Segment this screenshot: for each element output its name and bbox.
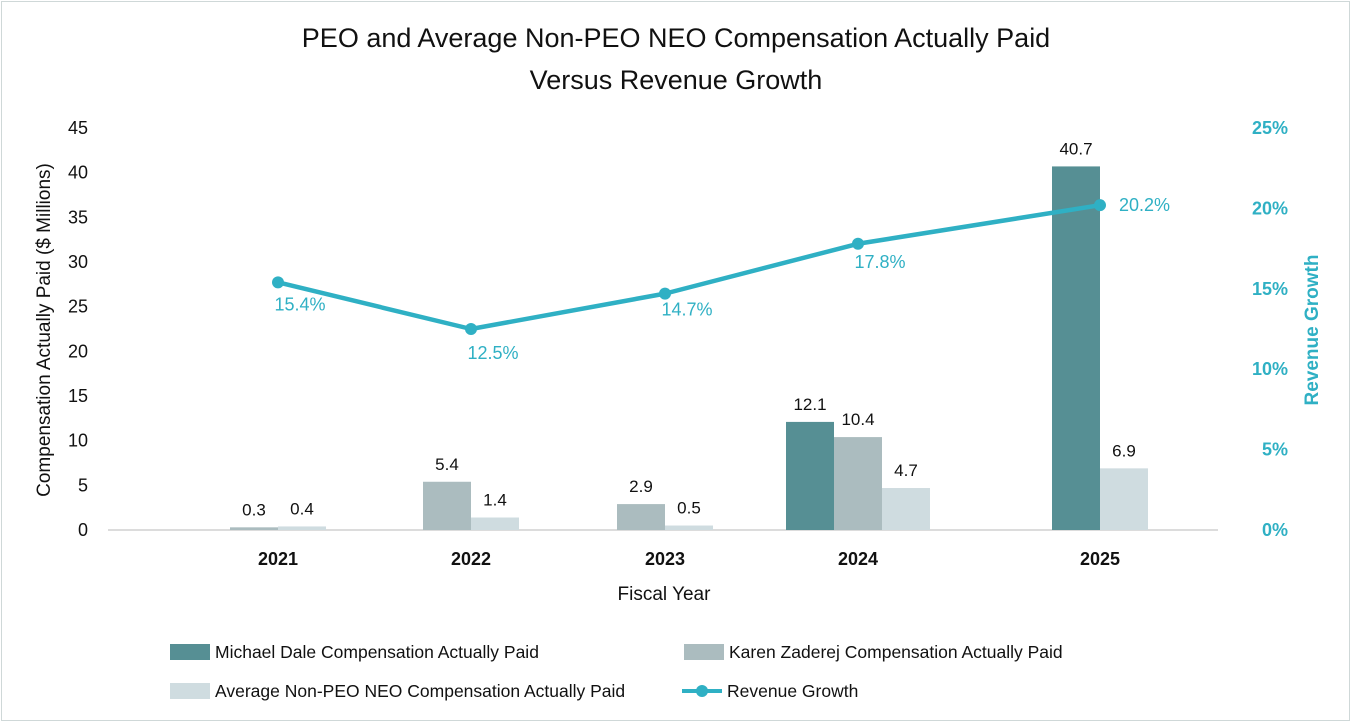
x-tick-label: 2024 — [838, 549, 878, 569]
y-tick-label: 30 — [68, 252, 88, 272]
legend-marker — [696, 685, 708, 697]
bar-data-label: 5.4 — [435, 455, 459, 474]
legend-label: Revenue Growth — [727, 681, 858, 701]
y2-axis-title: Revenue Growth — [1302, 255, 1323, 406]
y2-tick-label: 20% — [1252, 198, 1288, 218]
y-tick-label: 10 — [68, 431, 88, 451]
x-tick-label: 2021 — [258, 549, 298, 569]
bar-series: 0.3 0.4 5.4 1.4 2.9 0.5 12.1 10.4 4.7 40.7 6.9 — [230, 139, 1148, 530]
y2-tick-label: 10% — [1252, 359, 1288, 379]
revenue-growth-label: 12.5% — [467, 343, 518, 363]
revenue-growth-point — [659, 287, 671, 300]
legend-swatch — [170, 644, 210, 660]
y2-tick-label: 5% — [1262, 440, 1288, 460]
x-axis-title: Fiscal Year — [618, 584, 712, 605]
revenue-growth-line: 15.4% 12.5% 14.7% 17.8% 20.2% — [272, 195, 1170, 363]
x-tick-label: 2022 — [451, 549, 491, 569]
bar-karen-2024 — [834, 437, 882, 530]
legend-label: Average Non-PEO NEO Compensation Actuall… — [215, 681, 625, 701]
revenue-growth-point — [465, 323, 477, 335]
bar-average-2024 — [882, 488, 930, 530]
bar-data-label: 0.3 — [242, 500, 266, 519]
bar-data-label: 12.1 — [793, 395, 826, 414]
bar-data-label: 0.4 — [290, 499, 314, 518]
revenue-growth-point — [852, 237, 864, 250]
y2-tick-label: 15% — [1252, 279, 1288, 299]
bar-data-label: 4.7 — [894, 461, 918, 480]
left-axis: 0 5 10 15 20 25 30 35 40 45 — [68, 118, 88, 540]
x-axis-categories: 2021 2022 2023 2024 2025 — [258, 549, 1120, 569]
y2-tick-label: 0% — [1262, 520, 1288, 540]
bar-average-2023 — [665, 525, 713, 530]
revenue-growth-label: 20.2% — [1119, 195, 1170, 215]
bar-karen-2021 — [230, 527, 278, 530]
chart-title-line-2: Versus Revenue Growth — [530, 65, 823, 95]
bar-average-2025 — [1100, 468, 1148, 530]
legend-label: Karen Zaderej Compensation Actually Paid — [729, 642, 1063, 662]
legend-label: Michael Dale Compensation Actually Paid — [215, 642, 539, 662]
x-tick-label: 2025 — [1080, 549, 1120, 569]
y-tick-label: 35 — [68, 207, 88, 227]
bar-average-2022 — [471, 517, 519, 530]
y-axis-title: Compensation Actually Paid ($ Millions) — [34, 163, 55, 497]
legend: Michael Dale Compensation Actually Paid K… — [170, 642, 1063, 701]
revenue-growth-label: 17.8% — [854, 252, 905, 272]
bar-michael-2024 — [786, 421, 834, 530]
y-tick-label: 40 — [68, 163, 88, 183]
bar-data-label: 1.4 — [483, 490, 507, 509]
y-tick-label: 5 — [78, 475, 88, 495]
bar-data-label: 40.7 — [1059, 139, 1092, 158]
bar-karen-2022 — [423, 481, 471, 530]
revenue-growth-point — [272, 276, 284, 289]
bar-data-label: 6.9 — [1112, 441, 1136, 460]
y-tick-label: 45 — [68, 118, 88, 138]
y-tick-label: 20 — [68, 341, 88, 361]
y2-tick-label: 25% — [1252, 118, 1288, 138]
revenue-growth-point — [1094, 199, 1106, 212]
revenue-growth-label: 15.4% — [274, 294, 325, 314]
legend-swatch — [170, 683, 210, 699]
y-tick-label: 0 — [78, 520, 88, 540]
bar-data-label: 0.5 — [677, 499, 701, 518]
bar-karen-2023 — [617, 504, 665, 530]
x-tick-label: 2023 — [645, 549, 685, 569]
legend-swatch — [684, 644, 724, 660]
bar-data-label: 10.4 — [841, 410, 874, 429]
y-tick-label: 15 — [68, 386, 88, 406]
bar-average-2021 — [278, 526, 326, 530]
bar-michael-2025 — [1052, 166, 1100, 530]
right-axis: 0% 5% 10% 15% 20% 25% — [1252, 118, 1288, 540]
chart-title-line-1: PEO and Average Non-PEO NEO Compensation… — [302, 23, 1050, 53]
revenue-growth-label: 14.7% — [661, 300, 712, 320]
y-tick-label: 25 — [68, 297, 88, 317]
bar-data-label: 2.9 — [629, 477, 653, 496]
